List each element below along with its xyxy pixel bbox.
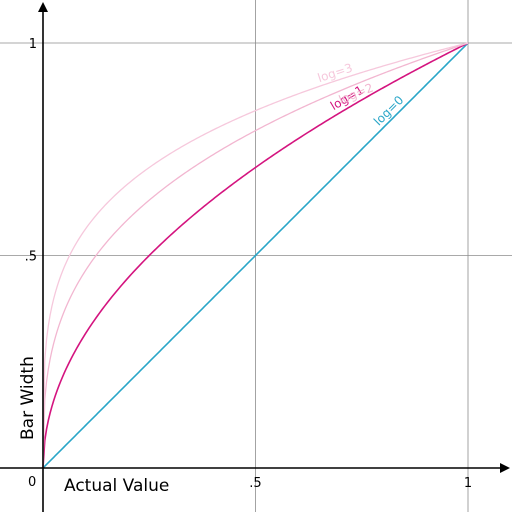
- series-line-log-2: [42, 42, 469, 469]
- x-axis-title: Actual Value: [64, 476, 169, 496]
- series-line-log-0: [42, 42, 469, 469]
- x-tick-label: 1: [464, 476, 472, 491]
- series-line-log-1: [42, 42, 469, 469]
- y-tick-label: 1: [29, 37, 37, 52]
- y-tick-label: .5: [25, 250, 37, 265]
- x-tick-label: .5: [249, 476, 261, 491]
- curves: [42, 42, 469, 469]
- y-axis-title: Bar Width: [18, 356, 38, 440]
- origin-label: 0: [28, 475, 36, 490]
- series-line-log-3: [42, 42, 469, 469]
